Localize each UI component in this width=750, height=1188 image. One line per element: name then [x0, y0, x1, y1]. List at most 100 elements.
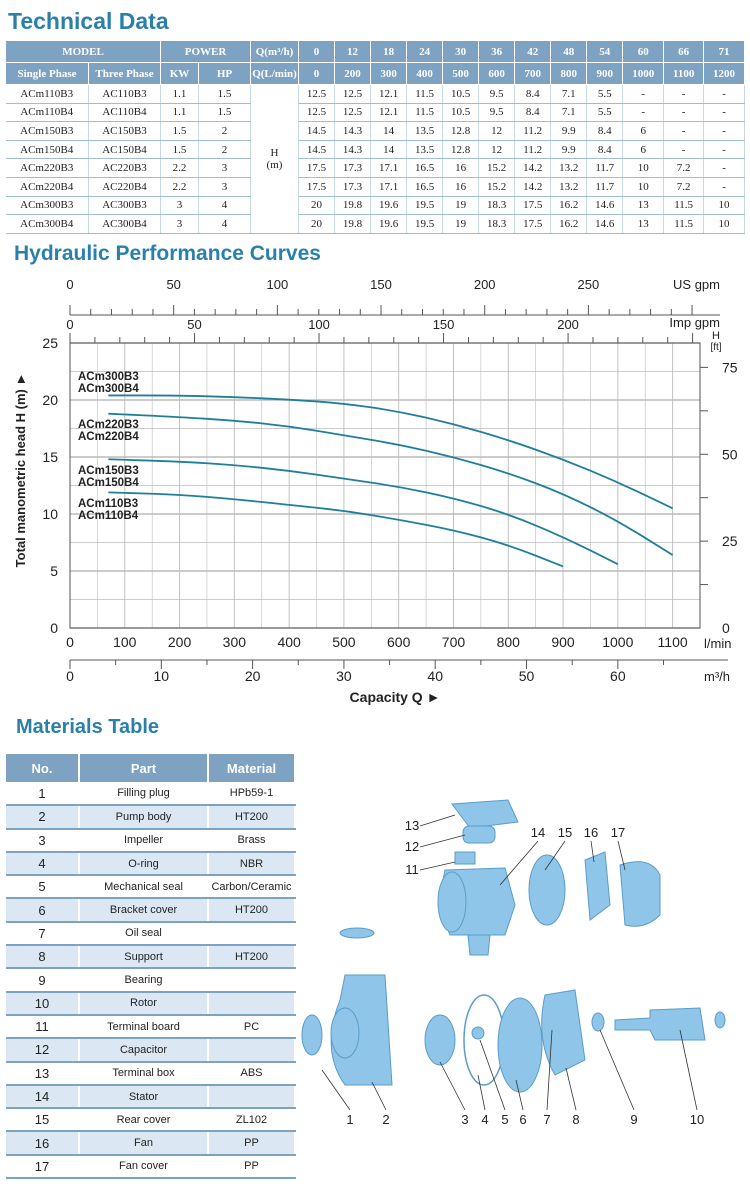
m3h-tick-label: 30: [336, 668, 352, 684]
material-no: 16: [6, 1131, 80, 1156]
material-part: O-ring: [79, 851, 209, 877]
material-part: Mechanical seal: [79, 875, 209, 900]
head-value: 19.8: [334, 196, 372, 216]
head-value: 17.5: [298, 177, 336, 197]
q-m3h-value: 60: [622, 40, 665, 63]
ft-tick-label: 0: [722, 620, 730, 636]
head-value: 11.2: [514, 121, 552, 141]
callout-line: [419, 814, 456, 827]
material-material: [208, 921, 296, 947]
curve-ACm220B3: [108, 412, 674, 556]
head-value: 12.1: [370, 103, 408, 123]
impgpm-tick-label: 100: [308, 317, 330, 332]
terminal-board: [454, 851, 476, 865]
q-lmin-value: 900: [586, 62, 624, 85]
material-material: HT200: [208, 945, 296, 970]
q-m3h-value: 54: [586, 40, 624, 63]
head-value: 6: [622, 140, 665, 160]
usgpm-tick-label: 0: [66, 277, 73, 292]
technical-data-table: MODEL POWER Q(m³/h) 0 12 18 24 30 36 42 48 54 60 66 71…: [5, 40, 745, 234]
head-value: 12.5: [298, 103, 336, 123]
head-value: 9.5: [478, 84, 516, 104]
head-value: 10.5: [442, 84, 480, 104]
material-part: Rear cover: [79, 1108, 209, 1133]
q-lmin-value: 0: [297, 62, 336, 85]
cell-three: AC110B4: [88, 103, 161, 123]
head-value: 13: [622, 214, 665, 234]
power-header: POWER: [160, 40, 251, 63]
capacitor: [462, 825, 496, 844]
y-tick-label: 10: [42, 506, 58, 522]
material-row: 10 Rotor: [6, 991, 296, 1016]
material-row: 3 Impeller Brass: [6, 828, 296, 853]
material-part: Stator: [79, 1084, 209, 1110]
material-part: Capacitor: [79, 1038, 209, 1063]
head-value: 14.6: [586, 196, 624, 216]
series-label: ACm220B4: [78, 431, 139, 443]
bracket-support: [541, 989, 586, 1076]
material-material: NBR: [208, 851, 296, 877]
usgpm-unit: US gpm: [673, 277, 720, 292]
cell-three: AC150B3: [88, 121, 161, 141]
cell-three: AC220B4: [88, 177, 161, 197]
head-value: 9.5: [478, 103, 516, 123]
material-material: [208, 991, 296, 1016]
head-value: -: [663, 140, 705, 160]
y-tick-label: 0: [50, 620, 58, 636]
q-lmin-value: 700: [514, 62, 552, 85]
table-row: ACm300B4 AC300B4 3 4 20 19.8 19.6 19.5 19 18.3 17.…: [5, 214, 745, 234]
material-row: 8 Support HT200: [6, 945, 296, 970]
series-label: ACm220B3: [78, 419, 139, 431]
head-value: 13.2: [550, 177, 588, 197]
x-tick-label: 400: [277, 634, 301, 650]
q-m3h-value: 30: [442, 40, 480, 63]
callout-number: 4: [481, 1112, 488, 1127]
head-value: 14.6: [586, 214, 624, 234]
head-value: 14: [370, 121, 408, 141]
cell-three: AC300B4: [88, 214, 161, 234]
material-no: 4: [6, 851, 80, 877]
q-m3h-value: 36: [478, 40, 516, 63]
callout-number: 10: [690, 1112, 704, 1127]
head-value: 10: [703, 196, 745, 216]
material-material: [208, 968, 296, 993]
head-value: 19.5: [406, 196, 444, 216]
material-no: 8: [6, 945, 80, 970]
head-value: 16.5: [406, 158, 444, 178]
material-part: Oil seal: [79, 921, 209, 947]
q-m3h-value: 18: [370, 40, 408, 63]
cell-three: AC220B3: [88, 158, 161, 178]
callout-line: [546, 1029, 553, 1111]
head-value: 19: [442, 214, 480, 234]
q-lmin-value: 400: [406, 62, 444, 85]
head-value: 12.8: [442, 121, 480, 141]
material-material: HT200: [208, 898, 296, 923]
material-no: 2: [6, 805, 80, 830]
cell-kw: 3: [160, 214, 199, 234]
cell-kw: 3: [160, 196, 199, 216]
impgpm-tick-label: 0: [66, 317, 73, 332]
callout-number: 7: [543, 1112, 550, 1127]
material-part: Filling plug: [79, 782, 209, 807]
material-part: Support: [79, 945, 209, 970]
curve-ACm150B3: [108, 458, 619, 565]
callout-number: 17: [611, 825, 625, 840]
head-value: 14.5: [298, 140, 336, 160]
cell-kw: 2.2: [160, 158, 199, 178]
head-value: 18.3: [478, 196, 516, 216]
m3h-tick-label: 60: [610, 668, 626, 684]
materials-table: No. Part Material 1 Filling plug HPb59-1 2 P…: [6, 754, 296, 1180]
head-value: 6: [622, 121, 665, 141]
pump-inlet: [330, 1007, 360, 1059]
x-unit: l/min: [704, 636, 731, 651]
bearing: [591, 1012, 605, 1032]
head-unit: (m): [266, 158, 283, 171]
material-material: Carbon/Ceramic: [208, 875, 296, 900]
callout-number: 11: [405, 862, 419, 877]
subheader: HP: [198, 62, 251, 85]
material-material: HPb59-1: [208, 782, 296, 807]
material-part: Terminal board: [79, 1014, 209, 1040]
callout-line: [371, 1081, 387, 1111]
head-value: 9.9: [550, 140, 588, 160]
material-row: 14 Stator: [6, 1084, 296, 1110]
